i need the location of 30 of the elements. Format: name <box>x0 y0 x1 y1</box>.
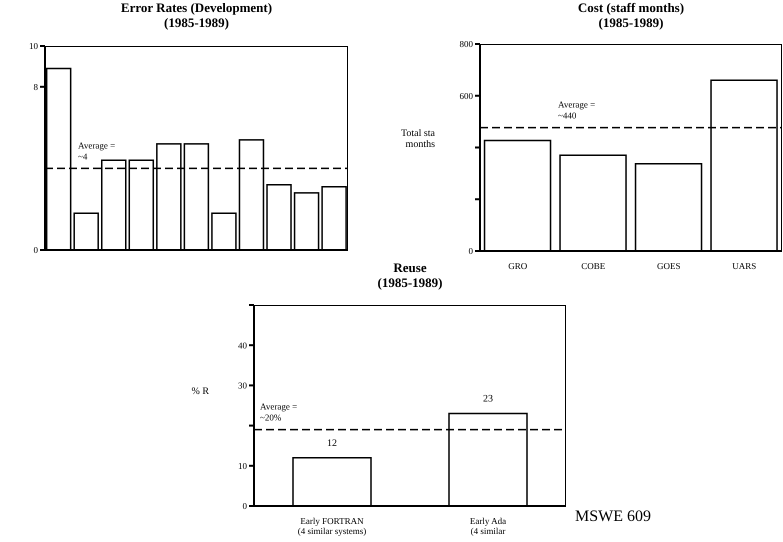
chart-title: Cost (staff months) <box>576 0 686 15</box>
y-tick-label: 800 <box>460 39 474 50</box>
chart-title: Error Rates (Development) <box>120 0 274 15</box>
y-axis-title: Total sta months <box>400 128 435 150</box>
ref-line-label: Average = ~440 <box>558 100 596 121</box>
y-tick-label: 40 <box>238 340 248 350</box>
x-tick-label: GRO <box>508 261 528 271</box>
data-label: 23 <box>483 394 493 405</box>
x-tick-label: Early Ada (4 similar <box>470 516 506 536</box>
y-tick-label: 8 <box>34 82 38 92</box>
ref-line-label: Average = ~4 <box>78 140 116 162</box>
y-tick-label: 0 <box>468 246 474 256</box>
chart-title: Reuse <box>393 260 427 275</box>
y-tick-label: 10 <box>29 41 38 52</box>
y-tick-label: 0 <box>242 501 248 512</box>
chart-subtitle: (1985-1989) <box>598 15 664 30</box>
x-tick-label: UARS <box>732 261 756 271</box>
x-tick-label: Early FORTRAN (4 similar systems) <box>298 516 366 536</box>
y-tick-label: 0 <box>34 245 38 256</box>
y-axis-title: % R <box>190 386 209 396</box>
x-tick-label: COBE <box>581 261 606 271</box>
chart-subtitle: (1985-1989) <box>163 15 230 30</box>
y-tick-label: 600 <box>460 90 474 101</box>
data-label: 12 <box>327 438 337 449</box>
y-tick-label: 10 <box>238 460 248 471</box>
ref-line-label: Average = ~20% <box>260 402 298 423</box>
x-tick-label: GOES <box>656 261 681 271</box>
y-tick-label: 30 <box>238 380 248 391</box>
chart-subtitle: (1985-1989) <box>376 275 444 290</box>
text: MSWE 609 <box>575 508 651 526</box>
